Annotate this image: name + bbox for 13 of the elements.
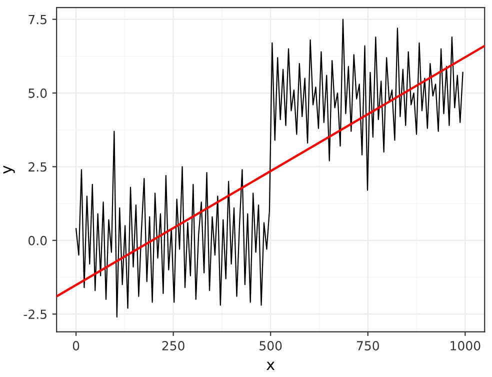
y-tick-label: 7.5 — [28, 14, 46, 24]
y-tick-label: -2.5 — [24, 310, 46, 319]
y-tick-label: 2.5 — [28, 162, 46, 172]
x-tick-label: 750 — [356, 341, 379, 350]
x-tick-label: 250 — [162, 341, 184, 350]
x-tick-label: 0 — [72, 341, 80, 350]
y-tick-label: 5.0 — [28, 88, 47, 98]
x-axis-title: x — [266, 362, 275, 370]
y-axis-title: y — [3, 166, 15, 174]
x-tick-label: 500 — [260, 341, 282, 350]
line-series — [75, 18, 464, 318]
x-tick-label: 1000 — [450, 341, 480, 350]
y-tick-label: 0.0 — [28, 236, 47, 246]
